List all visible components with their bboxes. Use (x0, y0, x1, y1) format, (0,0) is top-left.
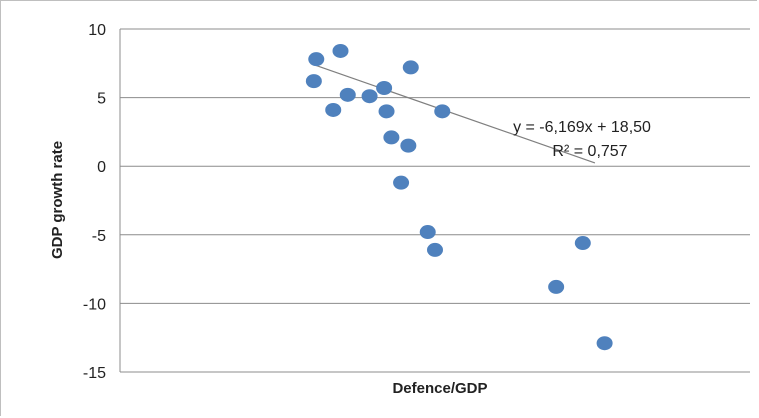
trendline-equation: y = -6,169x + 18,50 (513, 119, 651, 136)
data-point (400, 138, 417, 153)
data-point (339, 87, 356, 102)
data-point (378, 104, 395, 119)
data-point (325, 102, 342, 117)
data-point (427, 242, 443, 257)
data-point (434, 104, 451, 119)
data-point (376, 80, 393, 95)
trendline (313, 64, 596, 164)
gridlines (119, 28, 750, 373)
data-point (383, 130, 400, 145)
data-point (308, 52, 325, 67)
y-axis-title: GDP growth rate (49, 141, 66, 259)
data-point (548, 279, 565, 294)
trendline-group (313, 64, 596, 164)
y-tick-labels: -15 -10 -5 0 5 10 (83, 22, 106, 382)
y-tick-label: 0 (97, 159, 106, 176)
y-tick-label: 5 (97, 91, 106, 108)
data-point (596, 336, 613, 351)
y-tick-label: 10 (88, 22, 106, 39)
data-point (361, 89, 378, 104)
x-axis-title: Defence/GDP (392, 380, 487, 397)
y-tick-label: -10 (83, 296, 106, 313)
data-point (305, 74, 322, 89)
data-point (419, 225, 436, 240)
y-tick-label: -5 (92, 228, 106, 245)
y-tick-label: -15 (83, 365, 106, 382)
data-points (305, 43, 613, 351)
data-point (393, 175, 410, 190)
trendline-r-squared: R² = 0,757 (552, 143, 627, 160)
data-point (402, 60, 419, 75)
data-point (574, 236, 591, 251)
data-point (332, 43, 349, 58)
